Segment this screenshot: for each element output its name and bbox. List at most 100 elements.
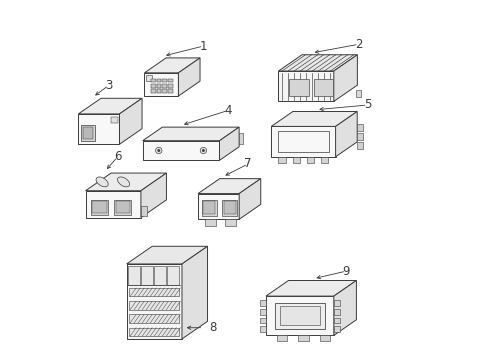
Polygon shape <box>313 79 333 96</box>
Polygon shape <box>92 201 106 213</box>
Polygon shape <box>239 179 260 219</box>
Polygon shape <box>162 84 166 88</box>
Polygon shape <box>274 302 324 329</box>
Polygon shape <box>129 301 179 310</box>
Polygon shape <box>119 98 142 144</box>
Polygon shape <box>203 201 215 214</box>
Polygon shape <box>82 127 93 139</box>
Polygon shape <box>115 201 130 213</box>
Polygon shape <box>292 157 299 163</box>
Polygon shape <box>259 326 265 332</box>
Text: 4: 4 <box>224 104 232 117</box>
Polygon shape <box>224 219 235 226</box>
Text: 6: 6 <box>114 150 121 163</box>
Polygon shape <box>355 90 360 96</box>
Polygon shape <box>168 89 172 93</box>
Polygon shape <box>129 328 179 336</box>
Text: 1: 1 <box>199 40 207 53</box>
Polygon shape <box>91 200 108 215</box>
Polygon shape <box>110 117 118 123</box>
Polygon shape <box>224 201 235 214</box>
Polygon shape <box>141 173 166 217</box>
Polygon shape <box>151 89 155 93</box>
Polygon shape <box>198 194 239 219</box>
Polygon shape <box>126 246 207 264</box>
Polygon shape <box>156 89 161 93</box>
Polygon shape <box>278 71 333 102</box>
Text: 2: 2 <box>354 38 362 51</box>
Polygon shape <box>151 78 155 82</box>
Polygon shape <box>142 141 219 160</box>
Polygon shape <box>356 141 362 149</box>
Polygon shape <box>141 266 153 285</box>
Text: 9: 9 <box>342 265 349 278</box>
Polygon shape <box>126 264 182 339</box>
Polygon shape <box>168 78 172 82</box>
Text: 7: 7 <box>244 157 251 170</box>
Polygon shape <box>271 126 335 157</box>
Polygon shape <box>219 127 239 160</box>
Polygon shape <box>144 58 200 73</box>
Polygon shape <box>306 157 313 163</box>
Polygon shape <box>81 125 95 141</box>
Polygon shape <box>265 280 356 296</box>
Polygon shape <box>168 84 172 88</box>
Circle shape <box>155 147 162 154</box>
Polygon shape <box>222 200 237 216</box>
Polygon shape <box>259 318 265 323</box>
Polygon shape <box>333 55 357 102</box>
Polygon shape <box>151 84 155 88</box>
Polygon shape <box>356 124 362 131</box>
Polygon shape <box>178 58 200 96</box>
Polygon shape <box>319 336 329 341</box>
Polygon shape <box>78 98 142 114</box>
Polygon shape <box>288 79 308 96</box>
Polygon shape <box>154 266 166 285</box>
Polygon shape <box>271 112 356 126</box>
Polygon shape <box>128 266 140 285</box>
Text: 5: 5 <box>363 99 371 112</box>
Polygon shape <box>276 336 287 341</box>
Polygon shape <box>333 318 340 323</box>
Polygon shape <box>278 55 357 71</box>
Polygon shape <box>78 114 119 144</box>
Ellipse shape <box>96 177 108 187</box>
Polygon shape <box>333 300 340 306</box>
Polygon shape <box>239 133 243 144</box>
Polygon shape <box>265 296 333 336</box>
Circle shape <box>200 147 206 154</box>
Polygon shape <box>333 280 356 336</box>
Polygon shape <box>129 315 179 323</box>
Polygon shape <box>198 179 260 194</box>
Polygon shape <box>141 206 147 216</box>
Circle shape <box>202 149 204 152</box>
Polygon shape <box>156 78 161 82</box>
Polygon shape <box>335 112 356 157</box>
Polygon shape <box>333 309 340 315</box>
Polygon shape <box>182 246 207 339</box>
Polygon shape <box>129 288 179 296</box>
Polygon shape <box>85 173 166 191</box>
Polygon shape <box>259 300 265 306</box>
Polygon shape <box>85 191 141 217</box>
Polygon shape <box>114 200 131 215</box>
Polygon shape <box>156 84 161 88</box>
Polygon shape <box>142 127 239 141</box>
Polygon shape <box>144 73 178 96</box>
Polygon shape <box>298 336 308 341</box>
Polygon shape <box>278 157 285 163</box>
Polygon shape <box>167 266 179 285</box>
Polygon shape <box>333 326 340 332</box>
Polygon shape <box>259 309 265 315</box>
Text: 8: 8 <box>208 321 216 334</box>
Polygon shape <box>162 89 166 93</box>
Polygon shape <box>205 219 216 226</box>
Polygon shape <box>356 132 362 140</box>
Circle shape <box>157 149 160 152</box>
Polygon shape <box>146 75 152 81</box>
Ellipse shape <box>117 177 129 187</box>
Polygon shape <box>162 78 166 82</box>
Polygon shape <box>321 157 328 163</box>
Polygon shape <box>279 306 320 325</box>
Text: 3: 3 <box>105 79 112 92</box>
